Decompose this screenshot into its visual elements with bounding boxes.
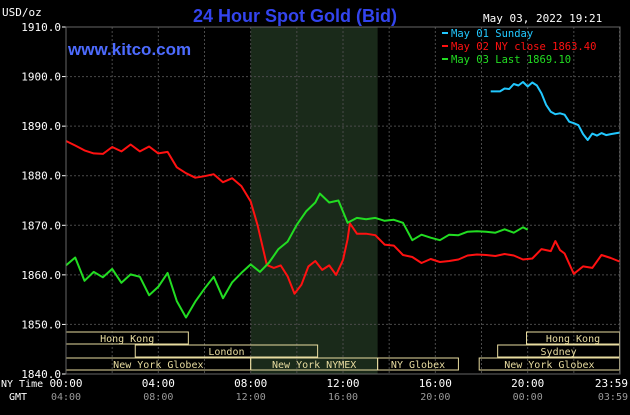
legend-entry-2: May 02 NY close 1863.40 bbox=[451, 41, 596, 53]
x-tick-label-ny: 12:00 bbox=[326, 377, 359, 390]
session-label: Hong Kong bbox=[546, 334, 600, 345]
y-tick-label: 1910.0 bbox=[21, 21, 61, 34]
x-tick-label-ny: 04:00 bbox=[142, 377, 175, 390]
series-line-2 bbox=[65, 140, 620, 295]
session-bar bbox=[377, 357, 459, 371]
session-label: New York Globex bbox=[113, 360, 203, 371]
highlight-band bbox=[250, 27, 378, 374]
axes: 1910.0 1900.0 1890.0 1880.0 1870.0 1860.0 1850… bbox=[21, 21, 628, 403]
legend-entry-1: May 01 Sunday bbox=[451, 28, 533, 40]
y-tick-label: 1860.0 bbox=[21, 269, 61, 282]
x-axis-label-gmt: GMT bbox=[9, 392, 27, 403]
y-tick-label: 1880.0 bbox=[21, 170, 61, 183]
session-bar bbox=[134, 344, 319, 358]
unit-label: USD/oz bbox=[2, 6, 42, 19]
x-tick-label-gmt: 00:00 bbox=[513, 392, 543, 403]
chart-title: 24 Hour Spot Gold (Bid) bbox=[193, 6, 397, 26]
y-tick-label: 1890.0 bbox=[21, 120, 61, 133]
x-tick-label-gmt: 20:00 bbox=[420, 392, 450, 403]
session-label: Hong Kong bbox=[100, 334, 154, 345]
plot-border bbox=[65, 26, 621, 375]
series-line-1 bbox=[490, 81, 620, 141]
x-tick-label-ny: 00:00 bbox=[49, 377, 82, 390]
watermark: www.kitco.com bbox=[67, 40, 191, 59]
y-tick-label: 1850.0 bbox=[21, 318, 61, 331]
x-tick-label-ny: 20:00 bbox=[511, 377, 544, 390]
timestamp: May 03, 2022 19:21 bbox=[483, 12, 602, 25]
x-tick-label-gmt: 12:00 bbox=[236, 392, 266, 403]
session-label: NY Globex bbox=[391, 360, 445, 371]
session-bars: Hong Kong Hong Kong London Sydney New York G… bbox=[65, 331, 621, 371]
y-tick-label: 1840.0 bbox=[21, 368, 61, 381]
y-tick-label: 1900.0 bbox=[21, 71, 61, 84]
session-label: New York NYMEX bbox=[272, 360, 356, 371]
y-tick-label: 1870.0 bbox=[21, 219, 61, 232]
x-tick-label-gmt: 04:00 bbox=[51, 392, 81, 403]
trading-session-highlight bbox=[250, 27, 378, 374]
x-tick-label-gmt: 03:59 bbox=[598, 392, 628, 403]
x-tick-label-ny: 08:00 bbox=[234, 377, 267, 390]
series-line-3 bbox=[65, 192, 529, 319]
legend: May 01 Sunday May 02 NY close 1863.40 Ma… bbox=[442, 28, 596, 66]
x-tick-label-ny: 16:00 bbox=[419, 377, 452, 390]
legend-entry-3: May 03 Last 1869.10 bbox=[451, 54, 571, 66]
session-label: London bbox=[208, 347, 244, 358]
series bbox=[65, 81, 620, 319]
x-tick-label-ny: 23:59 bbox=[595, 377, 628, 390]
x-axis-label-ny: NY Time bbox=[1, 379, 43, 390]
session-label: New York Globex bbox=[504, 360, 594, 371]
x-tick-label-gmt: 08:00 bbox=[143, 392, 173, 403]
x-tick-label-gmt: 16:00 bbox=[328, 392, 358, 403]
session-label: Sydney bbox=[541, 347, 577, 358]
